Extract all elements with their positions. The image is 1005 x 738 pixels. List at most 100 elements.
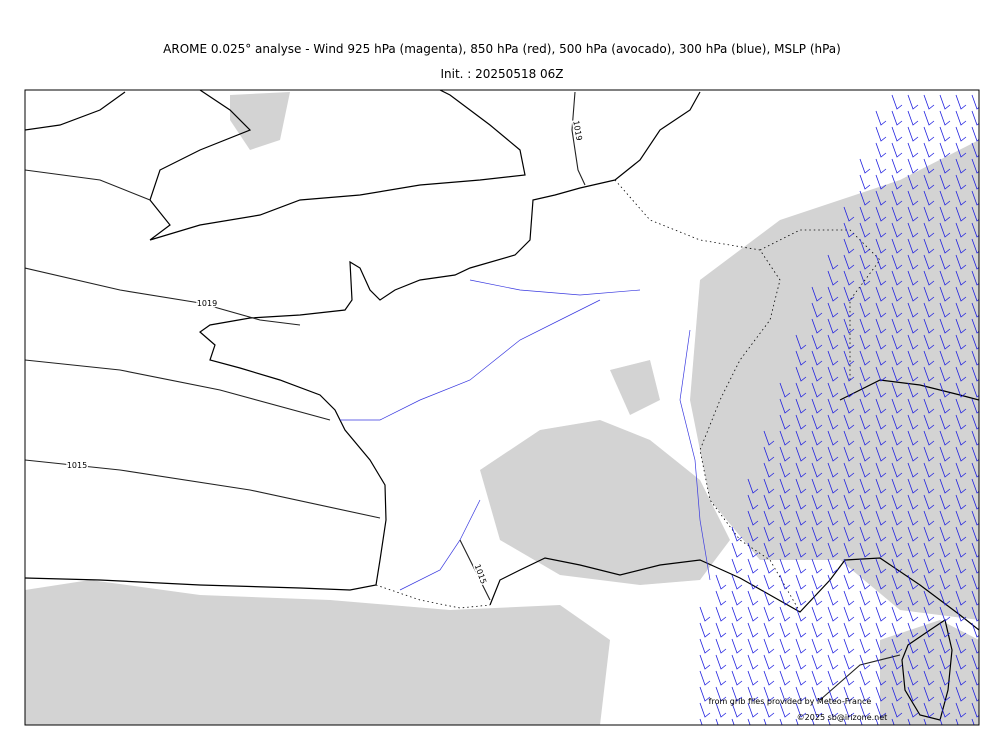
wind-barb [971, 286, 979, 302]
wind-barb [859, 606, 871, 622]
wind-barb [763, 654, 775, 670]
wind-barb [875, 702, 887, 718]
wind-barb [747, 638, 759, 654]
wind-barb [971, 590, 979, 606]
wind-barb [843, 654, 855, 670]
wind-barb [715, 654, 727, 670]
wind-barb [859, 446, 871, 462]
wind-barb [827, 286, 839, 302]
wind-barb [923, 190, 935, 206]
wind-barb [939, 542, 951, 558]
wind-barb [779, 462, 791, 478]
wind-barb [891, 158, 903, 174]
wind-barb [955, 238, 967, 254]
wind-barb [971, 190, 979, 206]
wind-barb [923, 206, 935, 222]
wind-barb [859, 478, 871, 494]
wind-barb [939, 126, 951, 142]
wind-barb [827, 558, 839, 574]
wind-barb [715, 686, 727, 702]
wind-barb [795, 686, 807, 702]
wind-barb [827, 542, 839, 558]
wind-barb [939, 174, 951, 190]
wind-barb [763, 590, 775, 606]
isobar-label: 1019 [197, 299, 217, 308]
wind-barb [891, 126, 903, 142]
wind-barb [795, 526, 807, 542]
wind-barb [923, 686, 935, 702]
wind-barb [891, 606, 903, 622]
wind-barb [843, 446, 855, 462]
wind-barb [955, 190, 967, 206]
wind-barb [731, 558, 743, 574]
wind-barb [875, 110, 887, 126]
wind-barb [875, 158, 887, 174]
wind-barb [971, 494, 979, 510]
wind-barb [811, 382, 823, 398]
wind-barb [763, 606, 775, 622]
wind-barb [971, 606, 979, 622]
wind-barb [891, 574, 903, 590]
wind-barb [795, 462, 807, 478]
wind-barb [971, 510, 979, 526]
wind-barb [843, 286, 855, 302]
wind-barb [891, 494, 903, 510]
wind-barb [699, 686, 711, 702]
wind-barb [971, 702, 979, 718]
wind-barb [955, 558, 967, 574]
wind-barb [891, 94, 903, 110]
wind-barb [923, 126, 935, 142]
wind-barb [939, 638, 951, 654]
wind-barb [795, 446, 807, 462]
wind-barb [779, 606, 791, 622]
wind-barb [939, 222, 951, 238]
wind-barb [923, 334, 935, 350]
wind-barb [827, 526, 839, 542]
wind-barb [971, 446, 979, 462]
wind-barb [811, 622, 823, 638]
wind-barb [875, 494, 887, 510]
wind-barb [907, 558, 919, 574]
wind-barb [891, 270, 903, 286]
wind-barb [827, 318, 839, 334]
wind-barb [907, 350, 919, 366]
wind-barb [843, 270, 855, 286]
wind-barb [811, 574, 823, 590]
title: AROME 0.025° analyse - Wind 925 hPa (mag… [163, 42, 841, 56]
wind-barb [939, 286, 951, 302]
wind-barb [939, 670, 951, 686]
wind-barb [939, 142, 951, 158]
wind-barb [955, 366, 967, 382]
wind-barb [891, 654, 903, 670]
wind-barb [715, 670, 727, 686]
wind-barb [939, 622, 951, 638]
wind-barb [939, 110, 951, 126]
wind-barb [843, 366, 855, 382]
wind-barb [875, 622, 887, 638]
wind-barb [971, 174, 979, 190]
wind-barb [971, 206, 979, 222]
wind-barb [939, 254, 951, 270]
wind-barb [891, 414, 903, 430]
wind-barb [971, 222, 979, 238]
wind-barb [891, 478, 903, 494]
wind-barb [923, 622, 935, 638]
wind-barb [891, 110, 903, 126]
wind-barb [859, 510, 871, 526]
wind-barb [955, 414, 967, 430]
wind-barb [955, 110, 967, 126]
wind-barb [891, 718, 895, 725]
wind-barb [971, 430, 979, 446]
wind-barb [843, 606, 855, 622]
wind-barb [779, 526, 791, 542]
wind-barb [955, 638, 967, 654]
wind-barb [955, 334, 967, 350]
wind-barb [939, 718, 943, 725]
wind-barb [891, 302, 903, 318]
wind-barb [827, 270, 839, 286]
wind-barb [939, 558, 951, 574]
wind-barb [811, 606, 823, 622]
wind-barb [939, 318, 951, 334]
wind-barb [875, 142, 887, 158]
wind-barb [939, 398, 951, 414]
